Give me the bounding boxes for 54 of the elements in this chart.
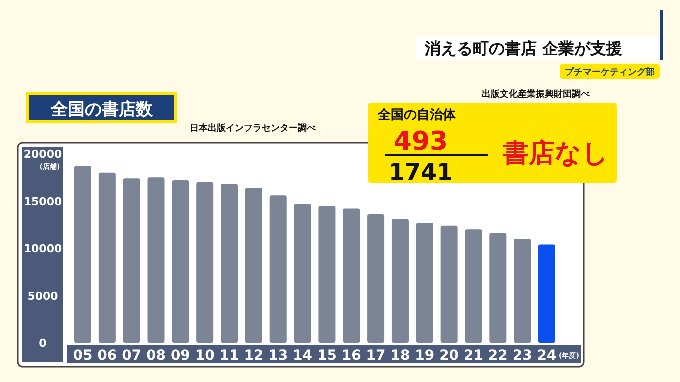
chart-subtitle: 消える町の書店 企業が支援 (424, 39, 623, 58)
bar (270, 196, 287, 343)
x-tick-label: 06 (98, 348, 118, 364)
bar (98, 172, 116, 343)
bar (245, 188, 262, 343)
annotation: 書店なし (502, 139, 609, 169)
x-tick-label: 05 (73, 348, 93, 364)
annotation: 493 (394, 127, 448, 157)
bar (416, 222, 434, 343)
text: 日本出版インフラセンター調べ (190, 123, 317, 134)
chart-title: 全国の書店数 (50, 100, 154, 120)
x-tick-label: 13 (268, 348, 288, 364)
x-tick-label: 09 (170, 348, 190, 364)
bar (148, 178, 165, 343)
bar (465, 230, 482, 343)
bar (74, 166, 92, 343)
x-tick-label: 21 (464, 348, 484, 364)
bar (368, 214, 385, 343)
bar (318, 206, 336, 343)
x-tick-label: 14 (293, 348, 313, 364)
bar (514, 239, 532, 343)
x-tick-label: 20 (440, 348, 460, 364)
y-tick-label: 15000 (24, 195, 62, 208)
bar (490, 233, 507, 343)
x-tick-label: 16 (342, 348, 362, 364)
x-tick-label: 23 (512, 348, 532, 364)
x-tick-label: 08 (146, 348, 166, 364)
x-tick-label: 11 (220, 348, 240, 364)
bar (392, 219, 409, 343)
x-tick-label: 17 (366, 348, 386, 364)
text: 全国の自治体 (377, 107, 457, 123)
x-tick-label: 15 (317, 348, 337, 364)
text: プチマーケティング部 (565, 67, 655, 78)
x-tick-label: 18 (390, 348, 410, 364)
bar (221, 184, 238, 343)
bar (196, 182, 214, 343)
y-tick-label: 0 (39, 337, 48, 350)
x-tick-label: 19 (415, 348, 435, 364)
x-tick-label: 24 (537, 348, 557, 364)
bar (294, 204, 312, 343)
y-tick-label: 10000 (24, 242, 62, 256)
bar (538, 244, 556, 343)
x-tick-label: 10 (195, 348, 216, 364)
bar (172, 180, 190, 343)
x-tick-label: 12 (244, 348, 264, 364)
y-tick-label: 5000 (28, 290, 59, 303)
y-tick-label: 20000 (24, 148, 62, 161)
annotation: 1741 (388, 160, 454, 186)
bar (343, 208, 360, 343)
bar (123, 178, 140, 343)
x-tick-label: 22 (488, 348, 508, 364)
bar (440, 226, 458, 343)
text: 出版文化産業振興財団調べ (482, 89, 591, 100)
x-tick-label: 07 (122, 348, 142, 364)
